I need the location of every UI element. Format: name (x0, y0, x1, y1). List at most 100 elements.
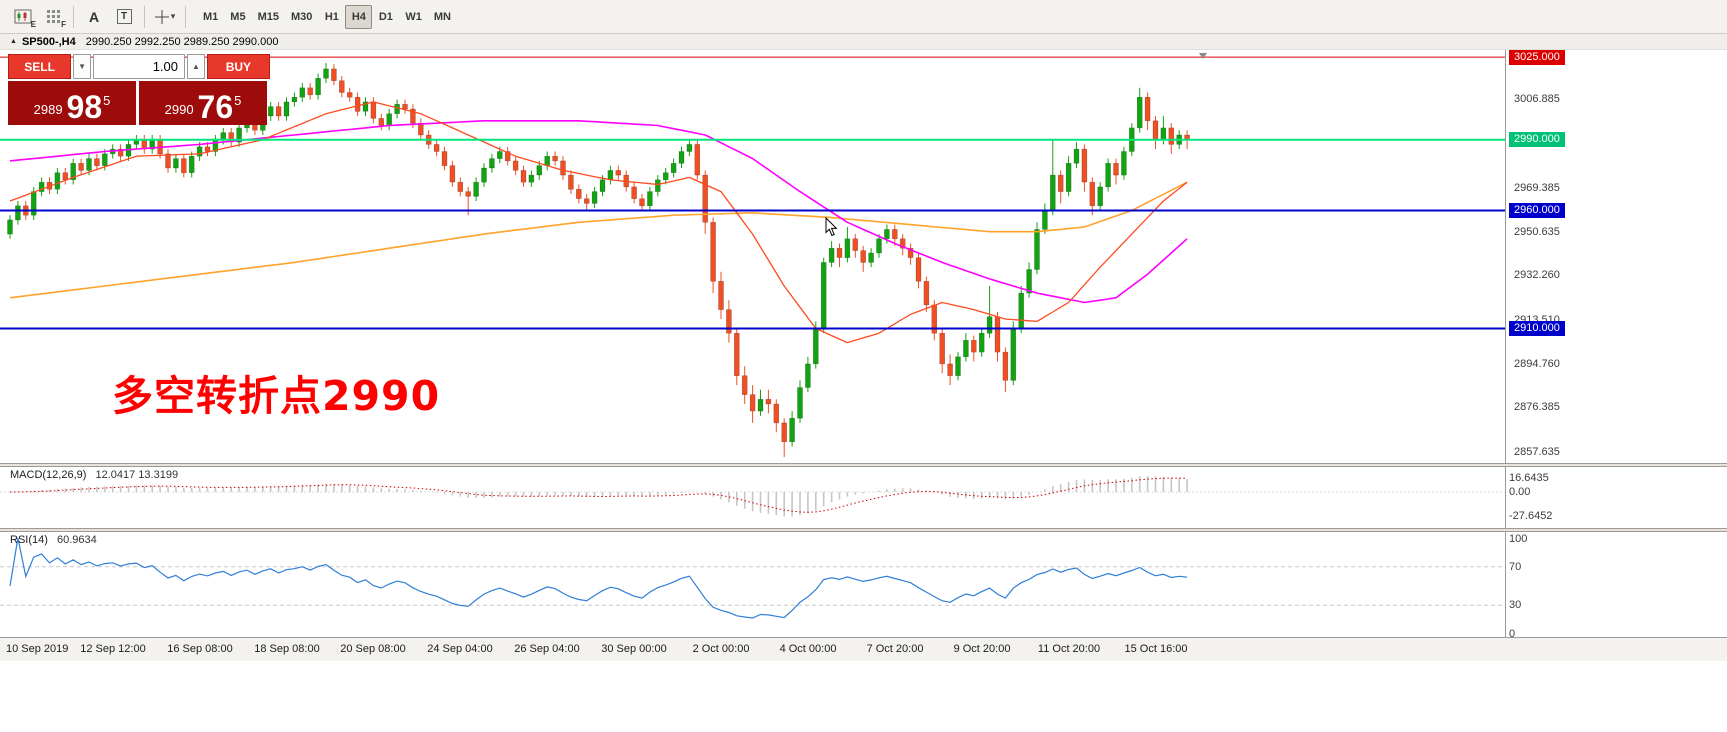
timeframe-h4[interactable]: H4 (345, 4, 373, 29)
collapse-triangle-icon[interactable]: ▲ (10, 38, 17, 45)
candle-body (734, 332, 740, 376)
chart-window-icon[interactable]: E (8, 4, 38, 30)
price-axis[interactable]: 3025.000 3006.885 2990.000 2969.385 2960.000… (1505, 50, 1727, 463)
panel-splitter[interactable] (0, 463, 1727, 467)
candle-body (204, 146, 211, 152)
candle-body (410, 108, 416, 124)
candle-body (828, 247, 835, 263)
candle-body (583, 198, 590, 204)
volume-increase-button[interactable]: ▲ (187, 54, 205, 79)
icon-badge: E (30, 19, 36, 29)
candle-body (196, 146, 203, 157)
candle-body (497, 151, 503, 159)
timeframe-m15[interactable]: M15 (252, 5, 285, 29)
candle-body (307, 87, 313, 96)
candle-body (1065, 163, 1072, 192)
timeframe-mn[interactable]: MN (428, 5, 457, 29)
candle-body (947, 363, 953, 376)
candle-body (1073, 148, 1080, 164)
candle-body (1113, 163, 1119, 176)
candle-body (876, 238, 882, 254)
text-annotation-icon[interactable]: A (79, 4, 109, 30)
grid-icon[interactable]: F (38, 4, 68, 30)
candle-body (560, 160, 566, 176)
rsi-svg[interactable] (0, 532, 1505, 637)
candle-body (275, 106, 282, 117)
time-label: 11 Oct 20:00 (1037, 643, 1101, 655)
candle-body (1057, 174, 1064, 192)
candle-body (1136, 96, 1143, 129)
panel-splitter[interactable] (0, 528, 1727, 532)
candle-body (860, 250, 866, 263)
candle-body (868, 252, 874, 263)
macd-panel[interactable]: MACD(12,26,9) 12.0417 13.3199 (0, 467, 1505, 528)
candle-body (702, 174, 708, 223)
candle-body (299, 87, 306, 98)
candle-body (62, 172, 69, 181)
macd-axis[interactable]: 16.6435 0.00 -27.6452 (1505, 467, 1727, 528)
candle-body (1168, 127, 1175, 145)
candle-body (315, 78, 321, 96)
timeframe-m30[interactable]: M30 (285, 5, 318, 29)
time-label: 7 Oct 20:00 (866, 643, 924, 655)
timeframe-w1[interactable]: W1 (399, 5, 428, 29)
sell-button[interactable]: SELL (8, 54, 72, 79)
price-label-3025.000: 3025.000 (1509, 50, 1565, 65)
candle-body (362, 101, 369, 112)
timeframe-d1[interactable]: D1 (372, 5, 399, 29)
icon-badge: F (61, 19, 66, 29)
timeframe-h1[interactable]: H1 (318, 5, 345, 29)
candle-body (718, 281, 724, 310)
candle-body (899, 238, 906, 249)
rsi-axis[interactable]: 100 70 30 0 (1505, 532, 1727, 640)
sell-price-display[interactable]: 2989 98 5 (8, 81, 136, 125)
candle-body (544, 155, 550, 166)
macd-axis-label-0.00: 0.00 (1509, 486, 1531, 498)
time-axis[interactable]: 10 Sep 2019 12 Sep 12:00 16 Sep 08:00 18 Se… (0, 637, 1727, 661)
candle-body (994, 316, 1001, 353)
candle-body (520, 170, 527, 183)
candle-body (813, 328, 819, 365)
candle-body (694, 144, 701, 176)
candle-body (1121, 151, 1127, 176)
candle-body (686, 144, 693, 152)
candle-body (323, 68, 329, 79)
chart-annotation-text[interactable]: 多空转折点2990 (112, 372, 441, 420)
trade-prices-row: 2989 98 5 2990 76 5 (8, 81, 270, 125)
mouse-cursor (825, 216, 838, 237)
toolbar-separator (73, 5, 74, 28)
price-label-3006.885: 3006.885 (1514, 93, 1560, 106)
price-label-2932.260: 2932.260 (1514, 269, 1560, 282)
macd-header: MACD(12,26,9) 12.0417 13.3199 (10, 469, 178, 481)
buy-price-display[interactable]: 2990 76 5 (139, 81, 267, 125)
textbox-icon[interactable]: T (109, 4, 139, 30)
candle-body (354, 96, 361, 112)
candle-body (165, 153, 171, 169)
candle-body (536, 165, 543, 176)
volume-decrease-button[interactable]: ▼ (73, 54, 91, 79)
rsi-value: 60.9634 (56, 534, 97, 546)
candle-body (117, 148, 124, 157)
buy-button[interactable]: BUY (206, 54, 270, 79)
one-click-trading-panel: SELL ▼ ▲ BUY 2989 98 5 2990 76 5 (8, 54, 270, 125)
candle-body (576, 188, 582, 199)
price-label-2950.635: 2950.635 (1514, 226, 1560, 239)
candle-body (741, 375, 748, 395)
macd-svg[interactable] (0, 467, 1505, 528)
candle-body (765, 399, 772, 405)
candle-body (1018, 292, 1024, 329)
candle-body (236, 127, 242, 143)
volume-input[interactable] (93, 54, 185, 79)
candle-body (441, 151, 448, 166)
time-label: 16 Sep 08:00 (167, 643, 233, 655)
timeframe-m5[interactable]: M5 (224, 5, 251, 29)
rsi-panel[interactable]: RSI(14) 60.9634 (0, 532, 1505, 637)
timeframe-m1[interactable]: M1 (197, 5, 224, 29)
time-label: 15 Oct 16:00 (1124, 643, 1188, 655)
crosshair-tool-icon[interactable]: ▾ (150, 4, 180, 30)
ma-fast-line (9, 101, 1188, 344)
price-label-2969.385: 2969.385 (1514, 181, 1560, 194)
candle-body (370, 101, 377, 119)
candle-body (978, 332, 985, 353)
main-chart-svg[interactable] (0, 50, 1505, 463)
